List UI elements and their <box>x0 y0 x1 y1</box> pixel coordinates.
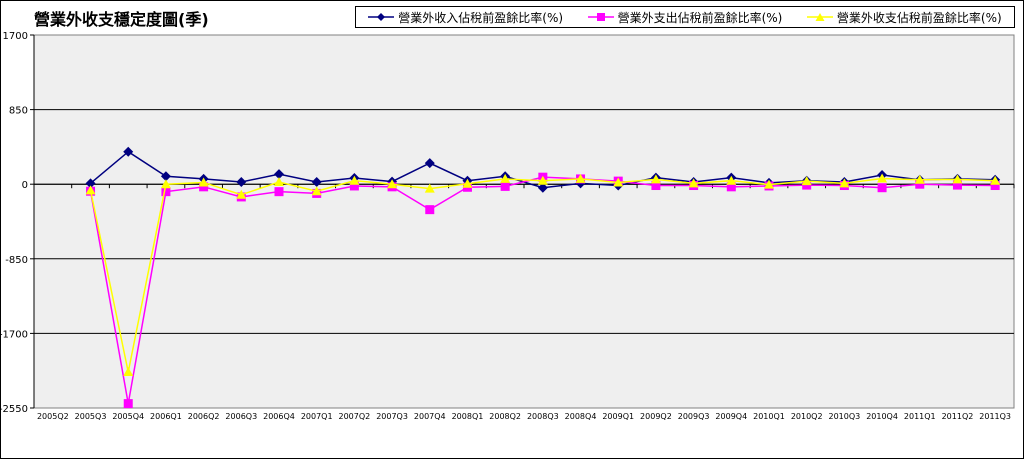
x-tick-label: 2006Q2 <box>188 412 220 421</box>
x-tick-label: 2005Q4 <box>112 412 144 421</box>
x-tick-label: 2009Q2 <box>640 412 672 421</box>
data-point-square <box>425 205 435 215</box>
x-tick-label: 2007Q4 <box>414 412 446 421</box>
data-point-diamond <box>274 169 284 180</box>
x-tick-label: 2007Q3 <box>376 412 408 421</box>
chart-title: 營業外收支穩定度圖(季) <box>34 10 209 29</box>
x-tick-label: 2010Q3 <box>829 412 861 421</box>
y-tick-label: -1700 <box>0 329 28 340</box>
data-point-diamond <box>311 177 322 188</box>
data-point-triangle <box>274 177 284 187</box>
data-point-square <box>123 399 133 409</box>
data-point-triangle <box>349 175 360 185</box>
y-tick-label: 1700 <box>3 31 28 42</box>
data-point-diamond <box>537 182 548 193</box>
x-tick-label: 2005Q3 <box>75 412 107 421</box>
data-point-diamond <box>424 158 435 169</box>
x-tick-label: 2006Q1 <box>150 412 182 421</box>
data-point-triangle <box>877 173 888 183</box>
data-point-triangle <box>650 174 661 184</box>
x-tick-label: 2009Q3 <box>678 412 710 421</box>
data-point-triangle <box>801 176 812 186</box>
legend-label-income: 營業外收入佔稅前盈餘比率(%) <box>398 10 564 25</box>
data-point-triangle <box>914 174 925 184</box>
legend-swatch-income <box>368 13 395 21</box>
legend-label-expense: 營業外支出佔稅前盈餘比率(%) <box>617 10 783 25</box>
data-point-triangle <box>839 178 850 188</box>
legend-item-net: 營業外收支佔稅前盈餘比率(%) <box>806 9 1002 26</box>
x-tick-label: 2009Q1 <box>602 412 634 421</box>
data-point-square <box>877 183 887 193</box>
data-point-triangle <box>990 175 1001 185</box>
data-point-triangle <box>764 179 774 189</box>
data-point-triangle <box>575 173 586 183</box>
data-point-square <box>199 182 209 192</box>
data-point-triangle <box>613 177 624 187</box>
x-tick-label: 2005Q2 <box>37 412 69 421</box>
legend-swatch-expense <box>587 13 614 21</box>
data-point-diamond <box>160 171 171 182</box>
x-tick-label: 2010Q2 <box>791 412 823 421</box>
data-point-square <box>990 181 1000 191</box>
data-point-square <box>651 181 661 191</box>
plot-area <box>33 34 1015 409</box>
data-point-triangle <box>387 179 398 189</box>
x-tick-label: 2008Q4 <box>565 412 597 421</box>
data-point-triangle <box>424 183 435 193</box>
x-tick-label: 2010Q4 <box>866 412 898 421</box>
data-point-triangle <box>160 179 171 189</box>
x-tick-label: 2008Q2 <box>489 412 521 421</box>
data-point-square <box>915 179 925 189</box>
y-tick-label: -850 <box>5 255 28 266</box>
data-point-triangle <box>198 177 209 187</box>
x-tick-label: 2006Q4 <box>263 412 295 421</box>
legend-item-expense: 營業外支出佔稅前盈餘比率(%) <box>587 9 783 26</box>
legend-swatch-net <box>806 13 833 21</box>
legend: 營業外收入佔稅前盈餘比率(%) 營業外支出佔稅前盈餘比率(%) 營業外收支佔稅前… <box>355 6 1015 28</box>
data-point-diamond <box>123 146 134 157</box>
data-point-diamond <box>85 178 96 189</box>
data-point-triangle <box>952 174 963 184</box>
legend-label-net: 營業外收支佔稅前盈餘比率(%) <box>836 10 1002 25</box>
data-point-triangle <box>688 178 699 188</box>
data-point-square <box>500 181 510 191</box>
legend-item-income: 營業外收入佔稅前盈餘比率(%) <box>368 9 563 26</box>
x-tick-label: 2008Q3 <box>527 412 559 421</box>
x-tick-label: 2011Q3 <box>979 412 1011 421</box>
data-point-diamond <box>236 177 247 188</box>
x-tick-label: 2009Q4 <box>715 412 747 421</box>
x-tick-label: 2007Q1 <box>301 412 333 421</box>
data-point-triangle <box>726 175 737 185</box>
y-tick-label: 0 <box>22 180 28 191</box>
data-point-triangle <box>537 175 548 185</box>
y-tick-label: -2550 <box>0 404 28 415</box>
data-point-square <box>726 182 736 192</box>
data-point-square <box>161 187 171 197</box>
x-tick-label: 2010Q1 <box>753 412 785 421</box>
data-point-square <box>349 181 359 191</box>
data-point-triangle <box>236 189 247 199</box>
data-point-triangle <box>123 367 134 377</box>
data-point-square <box>274 187 284 197</box>
x-tick-label: 2006Q3 <box>225 412 257 421</box>
data-point-triangle <box>311 186 322 196</box>
x-tick-label: 2011Q1 <box>904 412 936 421</box>
x-tick-label: 2007Q2 <box>339 412 371 421</box>
data-point-triangle <box>462 178 473 188</box>
y-tick-label: 850 <box>9 106 28 117</box>
data-point-triangle <box>500 173 511 183</box>
data-point-triangle <box>85 185 96 195</box>
x-tick-label: 2008Q1 <box>452 412 484 421</box>
data-point-square <box>952 180 962 190</box>
x-tick-label: 2011Q2 <box>942 412 974 421</box>
